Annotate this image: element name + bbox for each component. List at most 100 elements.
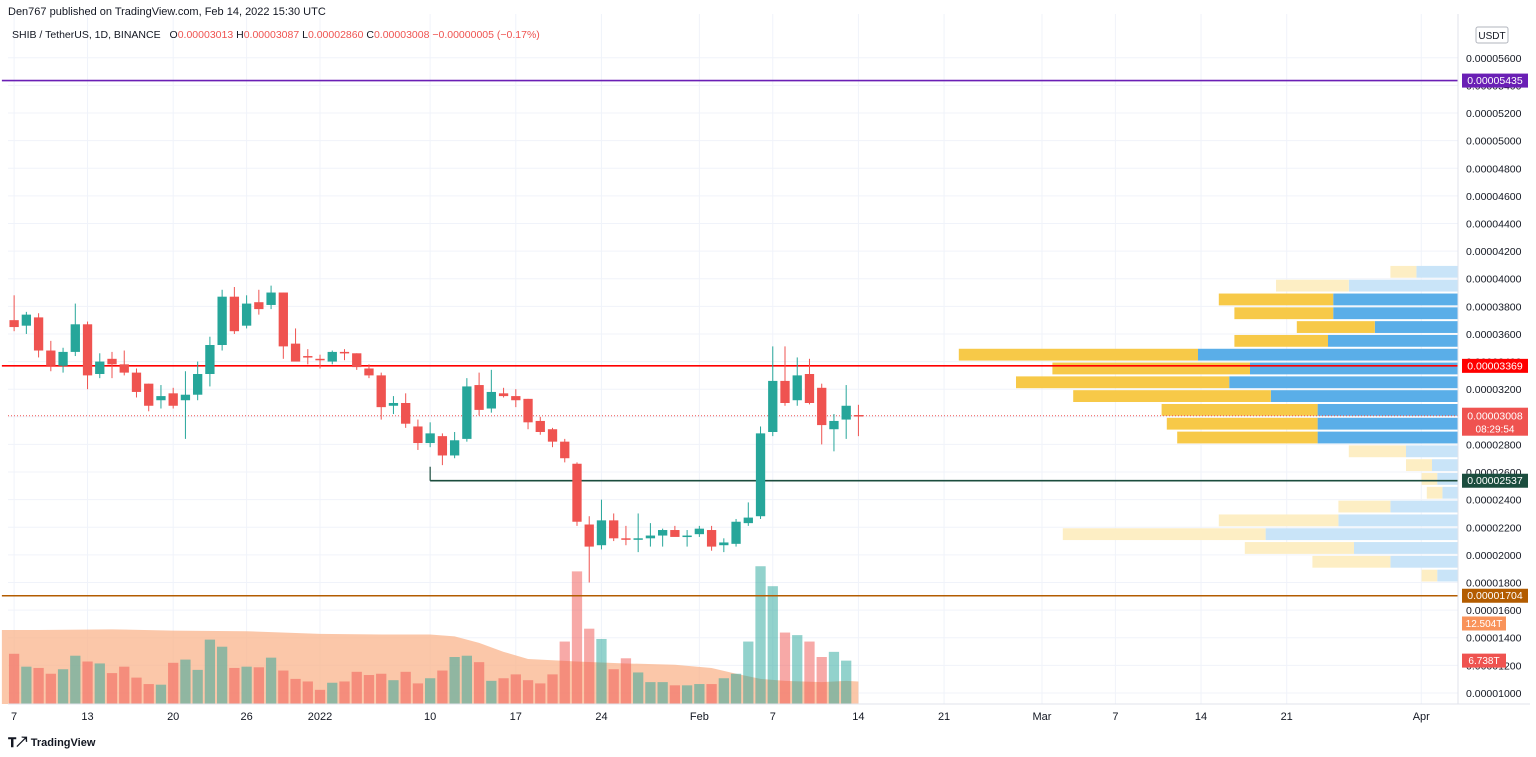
price-tick-label: 0.00004600 (1466, 191, 1522, 203)
time-tick-label: 2022 (308, 711, 332, 723)
candle-body (645, 535, 656, 539)
volume-moving-average-area (1, 629, 859, 704)
volume-profile-down-bar (1426, 486, 1443, 499)
candle-body (841, 405, 851, 420)
volume-profile-down-bar (1161, 403, 1318, 416)
volume-bar (278, 670, 289, 704)
candle-body (817, 387, 827, 426)
volume-profile-down-bar (1234, 307, 1334, 320)
volume-bar (828, 651, 840, 704)
candle-body (254, 302, 264, 310)
volume-bar (522, 680, 534, 704)
volume-profile-down-bar (1218, 293, 1334, 306)
price-tick-label: 0.00002200 (1466, 522, 1522, 534)
candle-body (706, 530, 717, 547)
price-tick-label: 0.00001400 (1466, 633, 1522, 645)
volume-profile-up-bar (1374, 321, 1458, 333)
volume-profile-up-bar (1317, 403, 1458, 416)
tradingview-logo[interactable]: 𝐓↗ TradingView (8, 735, 95, 751)
volume-profile-up-bar (1416, 265, 1458, 278)
candle-body (266, 292, 276, 305)
open-label: O (169, 29, 178, 41)
time-tick-label: 24 (595, 711, 607, 723)
volume-bar (681, 685, 693, 704)
volume-bar (755, 566, 766, 704)
symbol-name[interactable]: SHIB / TetherUS, 1D, BINANCE (12, 29, 161, 41)
volume-profile-down-bar (1390, 265, 1417, 278)
volume-profile-down-bar (1234, 334, 1328, 347)
volume-bar (327, 682, 338, 704)
price-tick-label: 0.00005600 (1466, 53, 1522, 65)
volume-bar (841, 660, 852, 704)
candle-body (486, 391, 496, 409)
candle-body (364, 368, 374, 376)
price-tick-label: 0.00001600 (1466, 605, 1522, 617)
volume-bar (339, 681, 350, 704)
volume-bar (106, 673, 118, 704)
price-tick-label: 0.00005200 (1466, 108, 1522, 120)
candle-body (119, 364, 129, 373)
volume-bar (706, 684, 717, 704)
publisher-info: Den767 published on TradingView.com, Feb… (8, 6, 326, 18)
candle-body (596, 520, 607, 546)
candle-body (511, 396, 521, 401)
candle-body (792, 375, 802, 401)
volume-bar (743, 641, 754, 704)
candle-body (33, 317, 44, 351)
volume-profile-down-bar (1348, 445, 1406, 458)
level-label-support-bg (1462, 473, 1528, 488)
level-label-bottom: 0.00001704 (1467, 590, 1523, 602)
high-value: 0.00003087 (243, 29, 300, 41)
candle-body (768, 380, 778, 432)
horizontal-levels (1, 79, 1458, 597)
tradingview-logo-icon: 𝐓↗ (8, 735, 27, 750)
volume-bar (584, 628, 595, 704)
time-tick-label: 14 (852, 711, 864, 723)
volume-bar (45, 673, 56, 704)
volume-bar (400, 671, 411, 704)
candle-body (572, 463, 582, 522)
time-axis[interactable]: 7 13 20 26 2022 10 17 24 Feb 7 14 21 Mar 7 14 21 Apr (8, 703, 1530, 723)
low-value: 0.00002860 (307, 29, 364, 41)
currency-button[interactable]: USDT (1475, 26, 1509, 44)
candle-body (694, 528, 704, 535)
candle-body (425, 433, 435, 444)
candle-body (168, 393, 178, 406)
candle-body (780, 380, 790, 403)
volume-profile-up-bar (1437, 569, 1458, 582)
volume-bar (229, 667, 240, 704)
volume-bar (657, 682, 668, 704)
volume-profile-up-bar (1442, 486, 1458, 499)
ohlc-legend: SHIB / TetherUS, 1D, BINANCE O0.00003013… (12, 29, 540, 41)
candle-body (853, 415, 864, 417)
candle-body (731, 521, 741, 544)
volume-profile-up-bar (1198, 348, 1458, 361)
candle-body (535, 420, 545, 432)
volume-profile-up-bar (1390, 555, 1458, 568)
price-tick-label: 0.00003800 (1466, 301, 1522, 313)
candle-body (82, 324, 93, 376)
time-tick-label: 21 (1281, 711, 1293, 723)
volume-profile-down-bar (1312, 555, 1391, 568)
axis-price-labels: 0.00005435 0.00003369 0.00002537 0.00001704… (1462, 73, 1528, 668)
close-value: 0.00003008 (373, 29, 430, 41)
time-tick-label: Apr (1413, 711, 1430, 723)
volume-profile-down-bar (958, 348, 1198, 361)
volume-profile-down-bar (1177, 431, 1318, 444)
price-tick-label: 0.00002400 (1466, 495, 1522, 507)
volume-bar (510, 674, 521, 704)
candle-body (303, 356, 313, 358)
close-label: C (366, 29, 374, 41)
candle-body (58, 351, 68, 366)
volume-bars (8, 566, 852, 704)
volume-bar (779, 632, 791, 704)
volume-bar (449, 657, 460, 704)
price-tick-label: 0.00002000 (1466, 550, 1522, 562)
volume-bar (8, 653, 20, 704)
volume-bar (498, 678, 509, 704)
volume-profile-down-bar (1296, 321, 1375, 333)
volume-profile-down-bar (1338, 500, 1391, 513)
candle-body (352, 353, 362, 368)
price-tick-label: 0.00001800 (1466, 577, 1522, 589)
